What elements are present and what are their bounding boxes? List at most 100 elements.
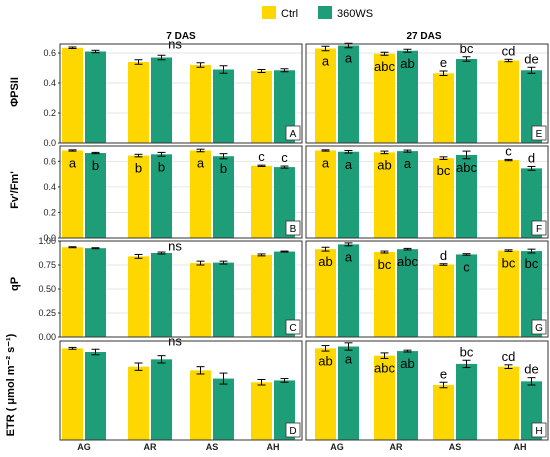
x-tick-label: AR bbox=[390, 442, 403, 452]
legend-label-ctrl: Ctrl bbox=[281, 8, 298, 20]
bar-ctrl bbox=[128, 366, 149, 440]
ylabel-phipsii: ΦPSII bbox=[9, 77, 21, 107]
bar-ctrl bbox=[433, 385, 454, 440]
significance-letter: de bbox=[524, 51, 538, 66]
bar-ctrl bbox=[251, 165, 272, 238]
bar-360ws bbox=[521, 70, 542, 143]
bar-360ws bbox=[456, 154, 477, 238]
significance-letter: b bbox=[92, 158, 99, 173]
x-axis-bottom: AG AR AS AH AG AR AS AH bbox=[77, 442, 526, 452]
bar-360ws bbox=[274, 251, 295, 337]
bar-360ws bbox=[213, 378, 234, 440]
x-tick-label: AS bbox=[449, 442, 462, 452]
significance-letter: e bbox=[440, 366, 447, 381]
bar-ctrl bbox=[251, 71, 272, 143]
significance-letter: ab bbox=[318, 353, 332, 368]
panel-border bbox=[305, 145, 549, 239]
bar-ctrl bbox=[374, 252, 395, 337]
significance-letter: d bbox=[440, 248, 447, 263]
panel-letter-box bbox=[285, 422, 301, 438]
significance-letter: d bbox=[528, 150, 535, 165]
significance-letter: bc bbox=[378, 257, 392, 272]
significance-letter: e bbox=[440, 55, 447, 70]
panel-g: ab abc abc dc bc bcG bbox=[305, 240, 549, 338]
bar-ctrl bbox=[315, 48, 336, 143]
panel-letter: H bbox=[535, 426, 542, 437]
significance-letter: a bbox=[345, 51, 353, 66]
bar-ctrl bbox=[315, 348, 336, 440]
significance-letter: abc bbox=[374, 59, 395, 74]
significance-letter: a bbox=[345, 352, 353, 367]
panel-border bbox=[59, 145, 303, 239]
bar-360ws bbox=[151, 253, 172, 337]
bar-ctrl bbox=[251, 254, 272, 337]
panel-border bbox=[305, 340, 549, 441]
panel-letter: A bbox=[290, 129, 297, 140]
bar-ctrl bbox=[433, 158, 454, 238]
bar-ctrl bbox=[128, 155, 149, 238]
significance-letter: abc bbox=[374, 361, 395, 376]
significance-letter: bc bbox=[502, 256, 516, 271]
bar-ctrl bbox=[251, 382, 272, 440]
significance-letter: a bbox=[197, 155, 205, 170]
significance-letter: bc bbox=[437, 163, 451, 178]
significance-letter: ab bbox=[400, 356, 414, 371]
bar-360ws bbox=[456, 59, 477, 143]
bar-ctrl bbox=[498, 60, 519, 143]
x-tick-label: AG bbox=[330, 442, 344, 452]
significance-letter: b bbox=[158, 159, 165, 174]
bar-ctrl bbox=[433, 73, 454, 143]
y-tick-label: 1.00 bbox=[38, 236, 56, 246]
y-tick-label: 0.0 bbox=[43, 233, 56, 243]
significance-letter: a bbox=[345, 157, 353, 172]
significance-letter: ab bbox=[377, 157, 391, 172]
bar-ctrl bbox=[62, 47, 83, 143]
bar-ctrl bbox=[128, 62, 149, 143]
bar-360ws bbox=[213, 262, 234, 337]
bar-360ws bbox=[397, 151, 418, 238]
ylabel-fvfm: Fv'/Fm' bbox=[9, 171, 21, 209]
significance-letter: c bbox=[258, 149, 265, 164]
panel-letter-box bbox=[531, 125, 547, 141]
bar-ctrl bbox=[374, 53, 395, 143]
panel-letter: E bbox=[536, 129, 543, 140]
bar-360ws bbox=[397, 249, 418, 337]
bar-ctrl bbox=[433, 264, 454, 337]
panel-letter-box bbox=[531, 220, 547, 236]
y-tick-label: 0.6 bbox=[43, 48, 56, 58]
annotation-ns: ns bbox=[168, 239, 182, 254]
bar-ctrl bbox=[374, 355, 395, 440]
y-tick-label: 0.00 bbox=[38, 332, 56, 342]
significance-letter: ab bbox=[400, 56, 414, 71]
panel-letter: G bbox=[535, 323, 543, 334]
panel-border bbox=[305, 43, 549, 144]
significance-letter: abc bbox=[397, 254, 418, 269]
legend: Ctrl 360WS bbox=[262, 6, 373, 20]
significance-letter: cd bbox=[502, 43, 516, 58]
bar-360ws bbox=[456, 254, 477, 337]
bar-ctrl bbox=[498, 366, 519, 440]
bar-360ws bbox=[338, 45, 359, 143]
significance-letter: bc bbox=[460, 344, 474, 359]
bar-360ws bbox=[338, 244, 359, 337]
bar-360ws bbox=[397, 351, 418, 440]
y-tick-label: 0.50 bbox=[38, 284, 56, 294]
significance-letter: a bbox=[322, 54, 330, 69]
panel-letter-box bbox=[531, 422, 547, 438]
bar-ctrl bbox=[190, 150, 211, 238]
panel-border bbox=[59, 340, 303, 441]
panel-letter-box bbox=[285, 319, 301, 335]
bar-ctrl bbox=[498, 160, 519, 238]
significance-letter: bc bbox=[460, 41, 474, 56]
panel-letter: D bbox=[289, 426, 296, 437]
significance-letter: a bbox=[404, 156, 412, 171]
x-tick-label: AH bbox=[267, 442, 280, 452]
bar-360ws bbox=[274, 70, 295, 143]
bar-360ws bbox=[213, 156, 234, 238]
bar-360ws bbox=[397, 50, 418, 143]
significance-letter: bc bbox=[525, 256, 539, 271]
significance-letter: de bbox=[524, 362, 538, 377]
